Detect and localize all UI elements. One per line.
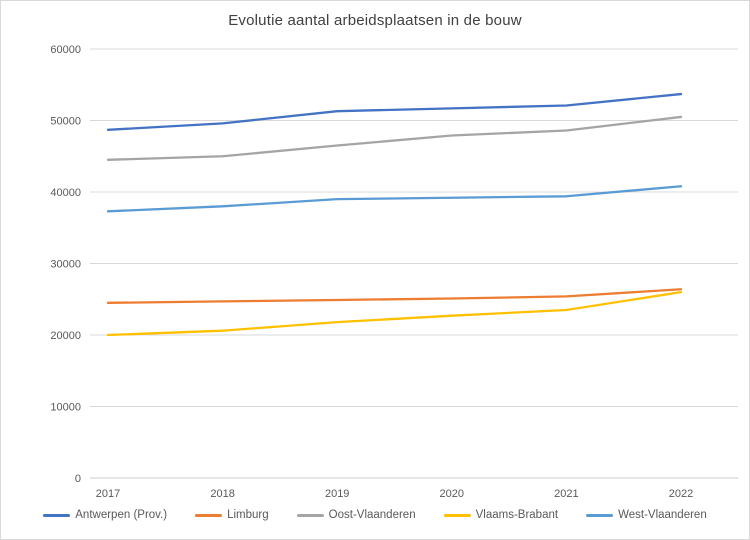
legend-item-west-vlaanderen: West-Vlaanderen xyxy=(586,509,707,521)
x-axis-tick-label: 2020 xyxy=(440,488,464,500)
legend-label: Antwerpen (Prov.) xyxy=(75,509,168,521)
series-line-vlaams-brabant xyxy=(106,290,683,337)
legend-item-oost-vlaanderen: Oost-Vlaanderen xyxy=(296,509,416,521)
legend-item-limburg: Limburg xyxy=(195,509,269,521)
series-line-oost-vlaanderen xyxy=(106,115,683,161)
y-axis-tick-label: 0 xyxy=(75,473,81,485)
y-axis-tick-label: 10000 xyxy=(50,402,81,414)
legend-label: Vlaams-Brabant xyxy=(475,509,559,521)
y-axis-tick-label: 50000 xyxy=(50,116,81,128)
legend-label: Oost-Vlaanderen xyxy=(328,509,416,521)
y-axis-tick-label: 40000 xyxy=(50,187,81,199)
y-axis-tick-label: 20000 xyxy=(50,330,81,342)
legend-line-icon xyxy=(443,513,471,517)
y-axis-tick-label: 30000 xyxy=(50,259,81,271)
x-axis-tick-label: 2017 xyxy=(96,488,120,500)
legend-line-icon xyxy=(43,513,71,517)
legend-line-icon xyxy=(195,513,223,517)
legend-label: Limburg xyxy=(227,509,269,521)
legend-item-vlaams-brabant: Vlaams-Brabant xyxy=(443,509,559,521)
legend-label: West-Vlaanderen xyxy=(618,509,707,521)
x-axis-tick-label: 2021 xyxy=(554,488,578,500)
legend-line-icon xyxy=(586,513,614,517)
series-line-west-vlaanderen xyxy=(106,185,683,213)
y-axis-tick-label: 60000 xyxy=(50,44,81,56)
series-line-limburg xyxy=(106,288,683,304)
chart-title: Evolutie aantal arbeidsplaatsen in de bo… xyxy=(228,12,522,29)
legend: Antwerpen (Prov.) Limburg Oost-Vlaanderen V… xyxy=(1,509,749,521)
series-line-antwerpen-prov xyxy=(106,92,683,131)
x-axis-tick-label: 2018 xyxy=(210,488,234,500)
x-axis-tick-label: 2022 xyxy=(669,488,693,500)
legend-item-antwerpen-prov: Antwerpen (Prov.) xyxy=(43,509,167,521)
legend-line-icon xyxy=(296,513,324,517)
x-axis-tick-label: 2019 xyxy=(325,488,349,500)
